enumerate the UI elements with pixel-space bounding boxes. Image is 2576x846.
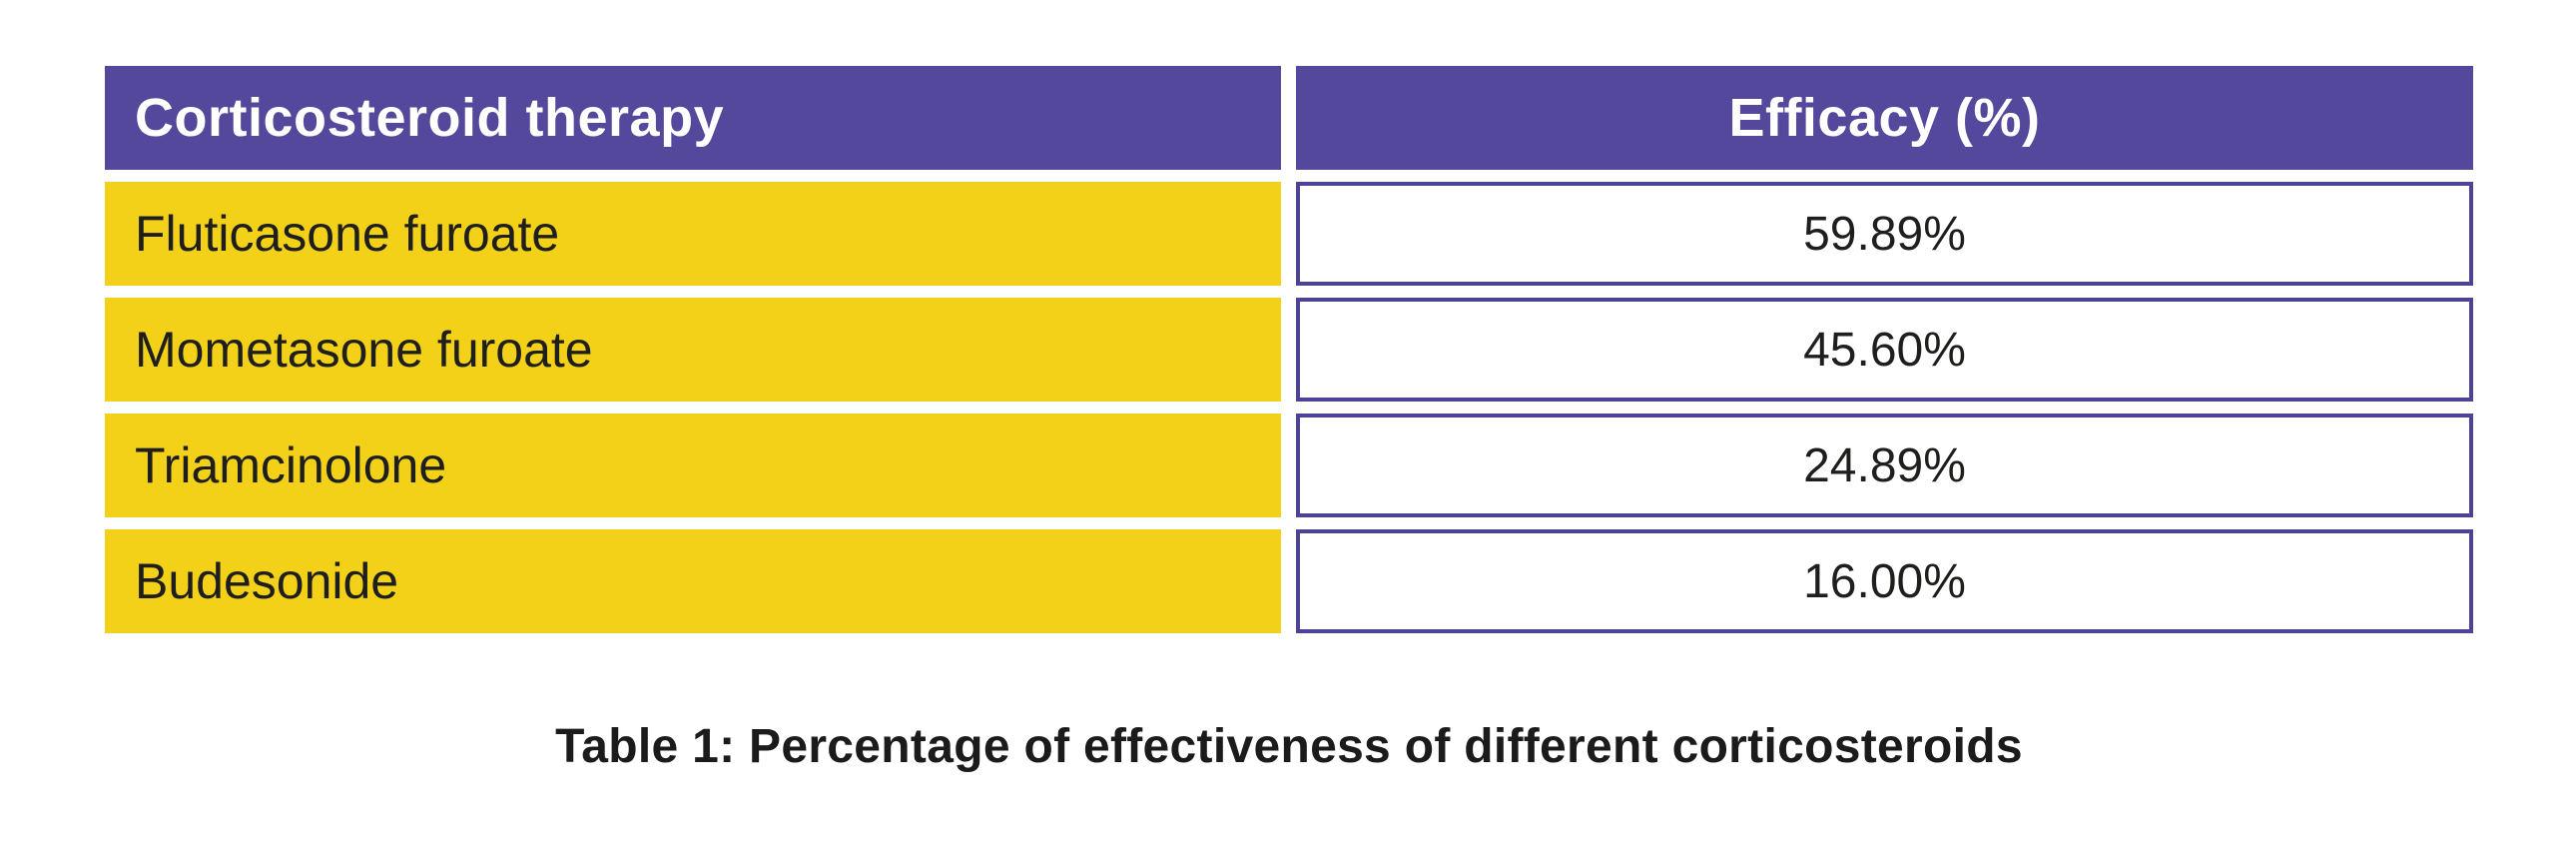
row-efficacy-budesonide: 16.00%	[1296, 529, 2473, 633]
row-therapy-fluticasone: Fluticasone furoate	[105, 182, 1281, 286]
header-cell-efficacy: Efficacy (%)	[1296, 66, 2473, 170]
row-therapy-mometasone: Mometasone furoate	[105, 298, 1281, 402]
corticosteroid-table: Corticosteroid therapy Efficacy (%) Flut…	[105, 66, 2473, 633]
row-therapy-triamcinolone: Triamcinolone	[105, 414, 1281, 517]
row-efficacy-mometasone: 45.60%	[1296, 298, 2473, 402]
row-efficacy-fluticasone: 59.89%	[1296, 182, 2473, 286]
row-therapy-budesonide: Budesonide	[105, 529, 1281, 633]
table-caption: Table 1: Percentage of effectiveness of …	[555, 720, 2023, 773]
header-cell-therapy: Corticosteroid therapy	[105, 66, 1281, 170]
row-efficacy-triamcinolone: 24.89%	[1296, 414, 2473, 517]
